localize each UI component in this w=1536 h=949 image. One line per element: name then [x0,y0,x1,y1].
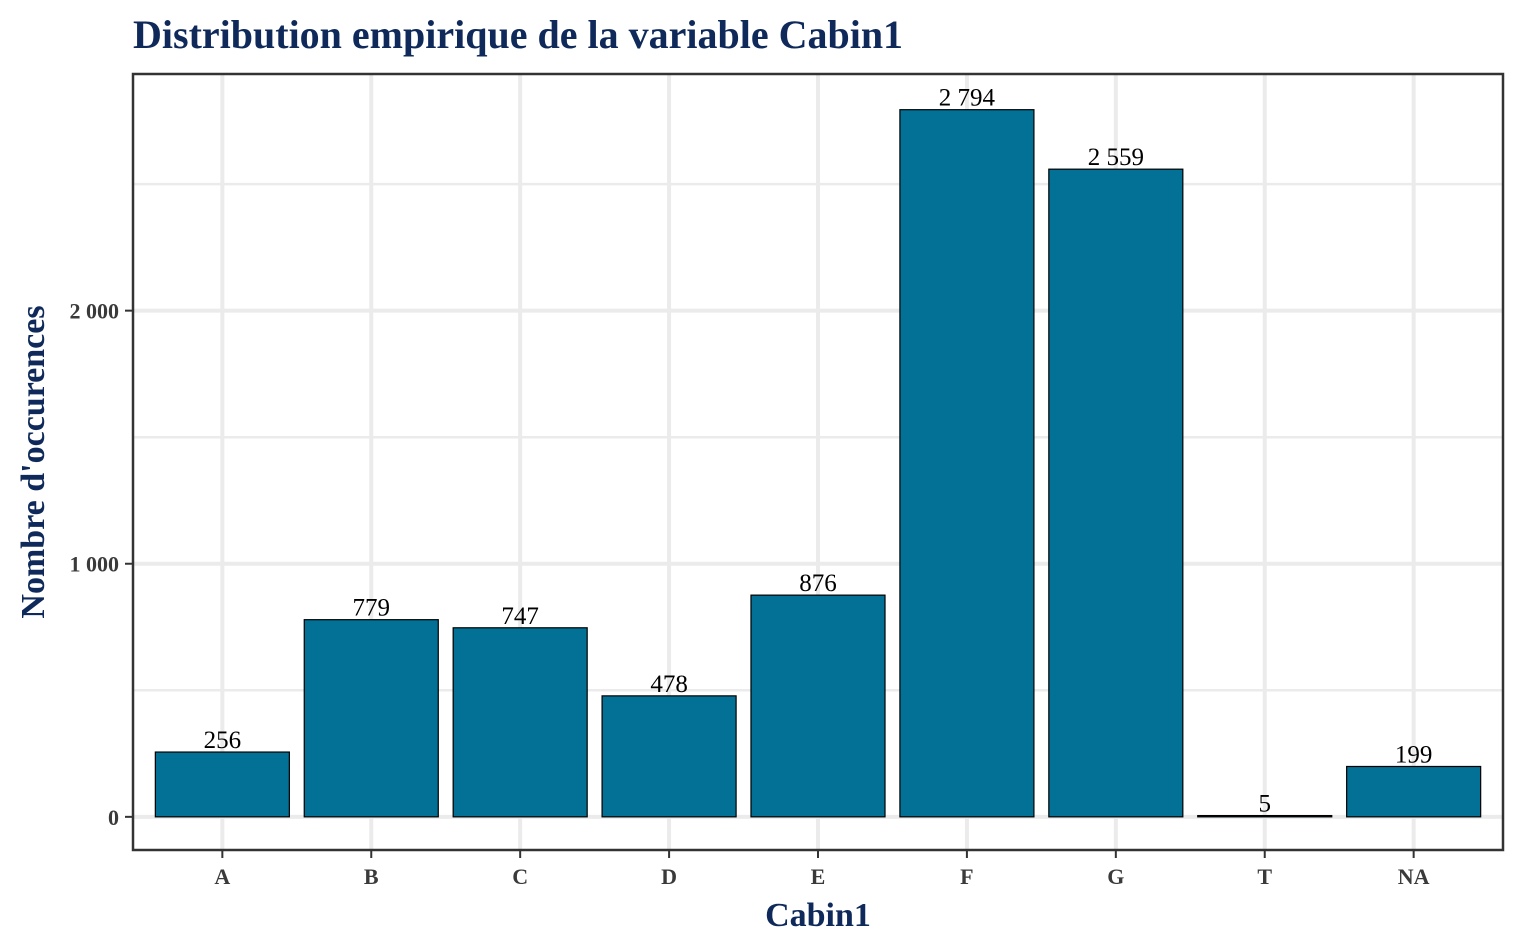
data-label-a: 256 [204,727,242,754]
chart-title: Distribution empirique de la variable Ca… [133,12,903,57]
x-tick-label-e: E [811,864,826,889]
bar-e [750,594,886,818]
plot-panel: 256 779 747 478 876 2 794 2 559 5 199 [131,72,1505,852]
bar-b [303,619,439,818]
bar-t [1197,814,1333,818]
data-label-e: 876 [799,570,837,597]
x-tick-label-c: C [512,864,528,889]
data-label-t: 5 [1258,791,1271,818]
bar-d [601,695,737,818]
data-label-na: 199 [1395,741,1433,768]
y-tick-label: 1 000 [70,552,120,577]
x-tick-label-g: G [1107,864,1124,889]
data-label-f: 2 794 [939,85,996,112]
x-tick-label-d: D [661,864,677,889]
x-tick-label-t: T [1257,864,1272,889]
data-labels: 256 779 747 478 876 2 794 2 559 5 199 [204,85,1433,818]
y-tick-label: 0 [108,805,119,830]
data-label-d: 478 [650,671,688,698]
bar-f [899,109,1035,818]
x-axis-title: Cabin1 [765,897,871,934]
y-axis: 0 1 000 2 000 [70,299,133,830]
bar-g [1048,168,1184,818]
data-label-b: 779 [353,595,391,622]
data-label-c: 747 [501,603,539,630]
x-tick-label-f: F [960,864,973,889]
x-tick-label-na: NA [1398,864,1430,889]
y-axis-title: Nombre d'occurences [15,305,52,618]
bar-a [154,751,290,818]
x-axis: A B C D E F G T NA [214,850,1430,889]
bars [154,109,1482,818]
bar-c [452,627,588,818]
data-label-g: 2 559 [1088,144,1144,171]
bar-na [1346,765,1482,818]
x-tick-label-a: A [214,864,230,889]
x-tick-label-b: B [364,864,379,889]
y-tick-label: 2 000 [70,299,120,324]
